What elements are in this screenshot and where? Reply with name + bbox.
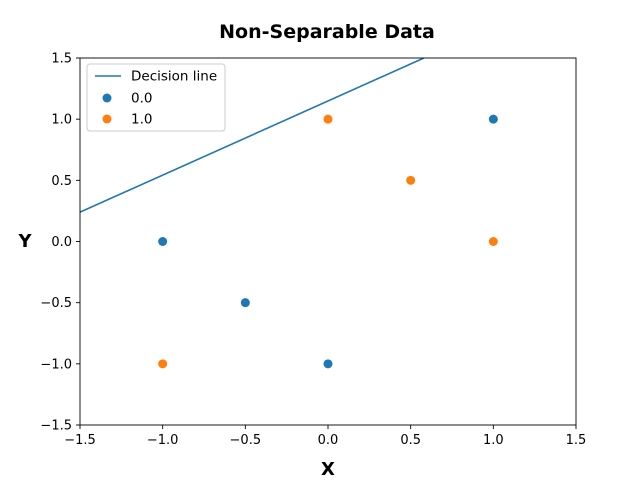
- x-tick-label: 0.0: [318, 433, 339, 448]
- x-axis-label: X: [321, 459, 335, 480]
- x-tick-label: −1.0: [147, 433, 179, 448]
- data-point-series-0: [488, 114, 498, 124]
- x-tick-label: −1.5: [64, 433, 96, 448]
- x-tick-label: −0.5: [230, 433, 262, 448]
- decision-line: [80, 58, 425, 213]
- y-tick-label: 1.5: [51, 52, 72, 67]
- y-tick-label: −1.5: [40, 419, 72, 434]
- data-point-series-1: [406, 175, 416, 185]
- data-point-series-1: [488, 237, 498, 246]
- legend-label-decision-line: Decision line: [131, 69, 217, 85]
- legend-label-series-0: 0.0: [131, 91, 152, 107]
- data-point-series-1: [158, 359, 168, 369]
- x-tick-label: 1.5: [566, 433, 587, 448]
- y-tick-label: 1.0: [51, 113, 72, 128]
- data-point-series-0: [158, 237, 168, 246]
- plot-area: −1.5 −1.0 −0.5 0.0 0.5 1.0 1.5 −1.5 −1.0 −0.5 0.0 0…: [40, 52, 586, 449]
- legend-marker-series-1: [102, 114, 112, 124]
- data-point-series-0: [323, 359, 333, 369]
- y-tick-label: 0.0: [51, 235, 72, 250]
- legend-label-series-1: 1.0: [131, 112, 152, 128]
- data-point-series-0: [240, 298, 250, 308]
- legend-box: [86, 63, 226, 132]
- y-tick-label: 0.5: [51, 174, 72, 189]
- x-tick-label: 1.0: [483, 433, 504, 448]
- y-tick-label: −1.0: [40, 357, 72, 372]
- legend-marker-series-0: [102, 93, 112, 103]
- x-tick-label: 0.5: [400, 433, 421, 448]
- y-axis-label: Y: [17, 231, 32, 252]
- legend: Decision line 0.0 1.0: [86, 63, 226, 132]
- y-tick-label: −0.5: [40, 296, 72, 311]
- data-point-series-1: [323, 114, 333, 124]
- chart-title: Non-Separable Data: [219, 21, 435, 43]
